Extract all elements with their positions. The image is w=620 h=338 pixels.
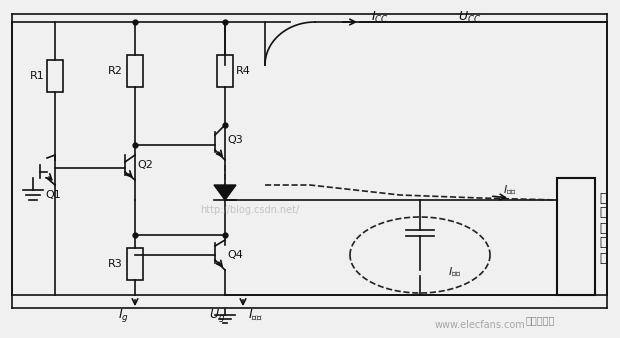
- Text: Q4: Q4: [227, 250, 243, 260]
- Text: $I_{放电}$: $I_{放电}$: [248, 308, 262, 322]
- Text: R1: R1: [30, 71, 45, 81]
- Text: www.elecfans.com: www.elecfans.com: [435, 320, 525, 330]
- Polygon shape: [214, 185, 236, 200]
- Text: $I_{CC}$: $I_{CC}$: [371, 9, 389, 25]
- Text: Q3: Q3: [227, 135, 243, 145]
- Text: $I_{充电}$: $I_{充电}$: [448, 265, 462, 279]
- Text: $I_{驱动}$: $I_{驱动}$: [503, 183, 516, 197]
- Text: 动: 动: [600, 221, 607, 235]
- Text: Q2: Q2: [137, 160, 153, 170]
- Text: R2: R2: [107, 66, 122, 76]
- Text: R3: R3: [108, 259, 122, 269]
- Bar: [127, 248, 143, 280]
- Text: 电: 电: [600, 237, 607, 249]
- Bar: [47, 60, 63, 92]
- Text: R4: R4: [236, 66, 250, 76]
- Text: $U_{CC}$: $U_{CC}$: [458, 9, 482, 25]
- Bar: [217, 55, 233, 87]
- Bar: [557, 178, 595, 295]
- Text: 电子发烧友: 电子发烧友: [525, 315, 555, 325]
- Bar: [127, 55, 143, 87]
- Text: 路: 路: [600, 251, 607, 265]
- Text: 被: 被: [600, 192, 607, 204]
- Text: $I_g$: $I_g$: [118, 307, 128, 323]
- Text: 驱: 驱: [600, 207, 607, 219]
- Text: http://blog.csdn.net/: http://blog.csdn.net/: [200, 205, 299, 215]
- Text: $U_g$: $U_g$: [209, 307, 225, 323]
- Text: Q1: Q1: [45, 190, 61, 200]
